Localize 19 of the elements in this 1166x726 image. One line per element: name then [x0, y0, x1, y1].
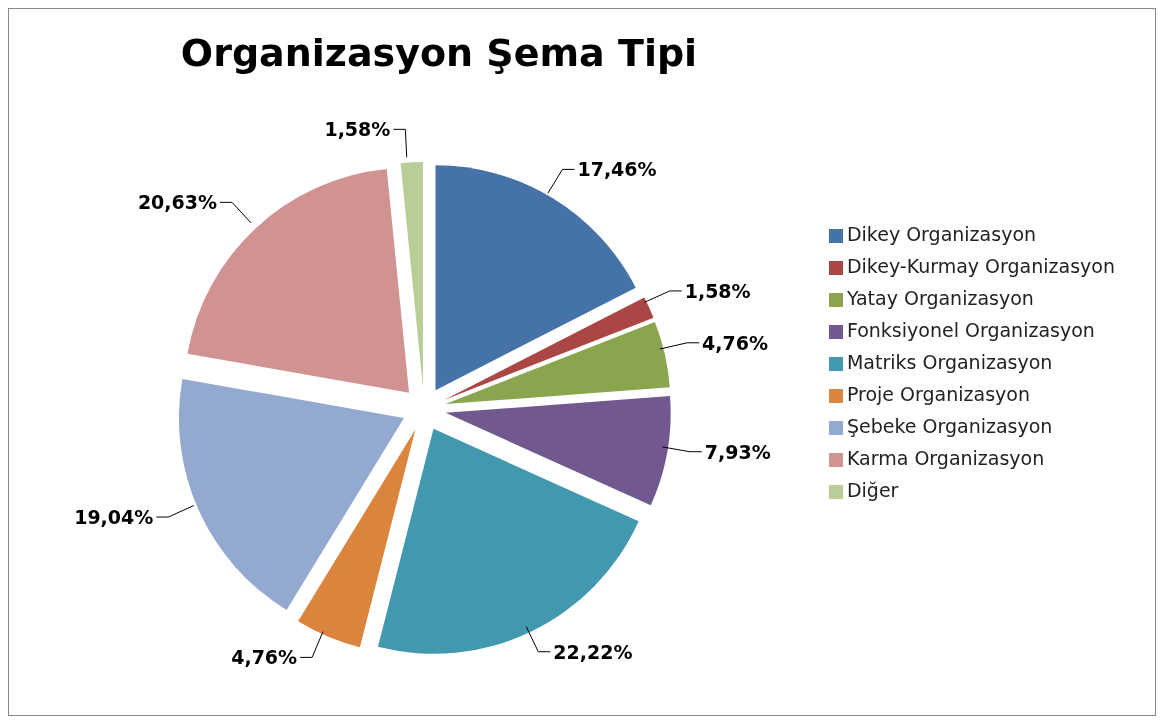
- data-label: 20,63%: [137, 191, 218, 214]
- legend-label: Yatay Organizasyon: [846, 287, 1034, 309]
- legend-label: Karma Organizasyon: [846, 447, 1045, 469]
- data-label: 22,22%: [553, 640, 633, 663]
- data-label: 4,76%: [231, 646, 298, 669]
- data-label: 19,04%: [74, 506, 154, 529]
- chart-title: Organizasyon Şema Tipi: [179, 31, 699, 75]
- legend-label: Dikey Organizasyon: [846, 223, 1037, 245]
- legend-label: Şebeke Organizasyon: [846, 415, 1053, 437]
- legend-label: Matriks Organizasyon: [846, 351, 1053, 373]
- data-label: 1,58%: [324, 118, 391, 141]
- legend-label: Dikey-Kurmay Organizasyon: [846, 255, 1115, 277]
- data-label: 4,76%: [702, 331, 769, 354]
- legend-label: Fonksiyonel Organizasyon: [846, 319, 1095, 341]
- legend-label: Diğer: [846, 479, 899, 501]
- data-label: 17,46%: [577, 158, 657, 181]
- legend-label: Proje Organizasyon: [846, 383, 1030, 405]
- data-label: 7,93%: [704, 440, 771, 463]
- data-label: 1,58%: [684, 279, 751, 302]
